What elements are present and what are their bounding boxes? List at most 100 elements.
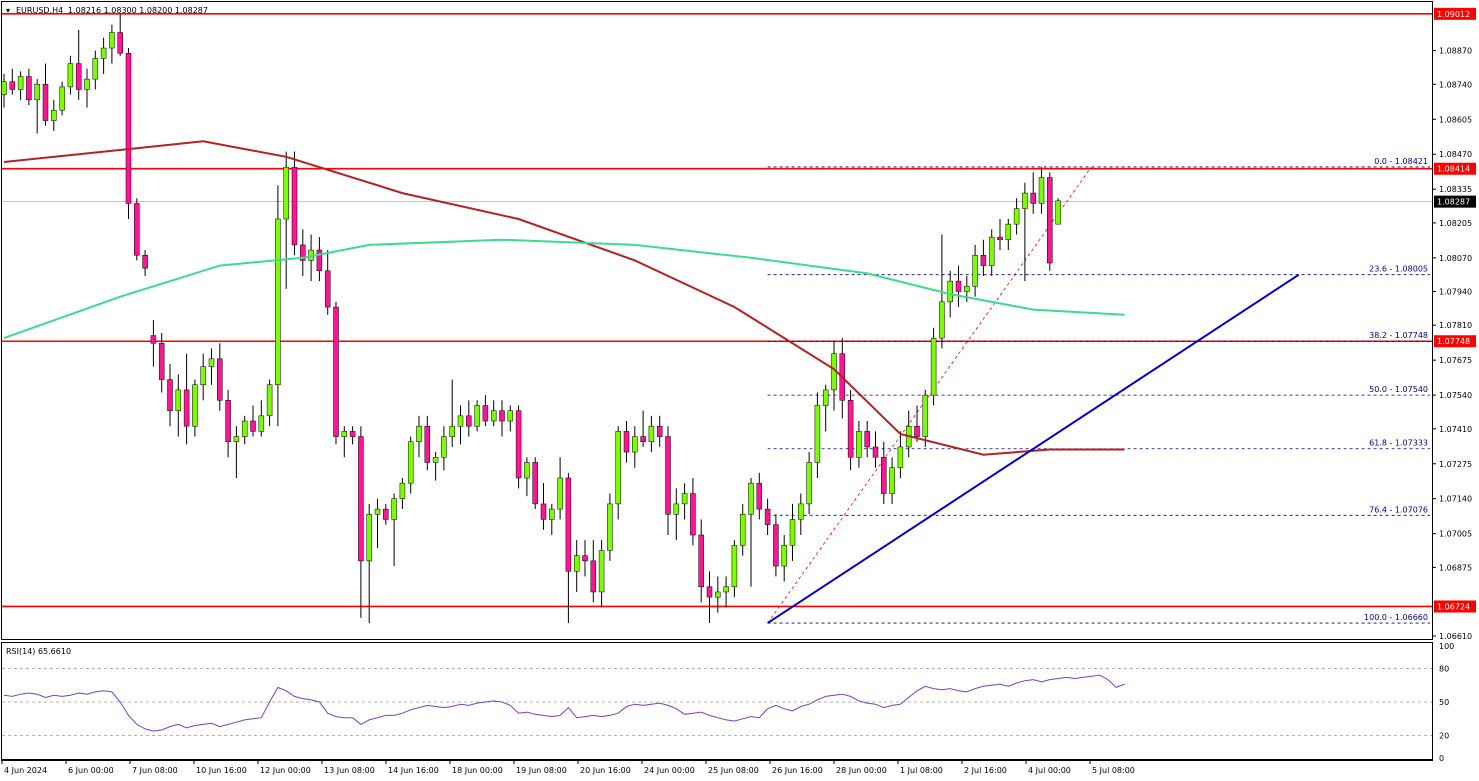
candle-body[interactable]: [349, 431, 356, 437]
candle-body[interactable]: [51, 109, 57, 121]
candle-body[interactable]: [1013, 208, 1020, 225]
candle-body[interactable]: [441, 436, 447, 458]
candle-body[interactable]: [723, 586, 729, 593]
candle-body[interactable]: [300, 244, 306, 261]
candle-body[interactable]: [117, 32, 123, 54]
candle-body[interactable]: [798, 503, 804, 520]
candle-body[interactable]: [175, 389, 182, 411]
candle-body[interactable]: [374, 508, 381, 515]
candle-body[interactable]: [466, 415, 472, 427]
candle-body[interactable]: [515, 410, 522, 479]
candle-body[interactable]: [1, 81, 7, 95]
candle-body[interactable]: [266, 384, 273, 417]
candle-body[interactable]: [939, 301, 945, 339]
candle-body[interactable]: [557, 477, 563, 510]
candle-body[interactable]: [814, 405, 821, 463]
candle-body[interactable]: [715, 591, 721, 598]
candle-body[interactable]: [341, 431, 348, 437]
candle-body[interactable]: [582, 555, 588, 562]
slow-ma-line[interactable]: [3, 140, 1125, 456]
candle-body[interactable]: [665, 436, 671, 515]
candle-body[interactable]: [1055, 200, 1061, 225]
candle-body[interactable]: [889, 467, 895, 494]
candle-body[interactable]: [565, 477, 572, 572]
candle-body[interactable]: [756, 482, 763, 510]
candle-body[interactable]: [731, 545, 738, 588]
rsi-line[interactable]: [3, 674, 1125, 732]
candle-body[interactable]: [366, 514, 372, 562]
candle-body[interactable]: [947, 280, 953, 303]
candle-body[interactable]: [897, 446, 904, 468]
candle-body[interactable]: [217, 358, 223, 401]
candle-body[interactable]: [109, 32, 115, 49]
candle-body[interactable]: [208, 358, 215, 367]
candle-body[interactable]: [922, 394, 929, 437]
candle-body[interactable]: [681, 493, 688, 505]
candle-body[interactable]: [457, 415, 464, 427]
candle-body[interactable]: [26, 76, 32, 101]
candle-body[interactable]: [142, 254, 148, 269]
candle-body[interactable]: [748, 482, 754, 515]
candle-body[interactable]: [150, 335, 157, 344]
candle-body[interactable]: [358, 436, 364, 562]
candle-body[interactable]: [432, 457, 439, 463]
candle-body[interactable]: [590, 560, 597, 593]
candle-body[interactable]: [764, 508, 771, 525]
candle-body[interactable]: [1005, 223, 1012, 240]
candle-body[interactable]: [100, 47, 107, 59]
candle-body[interactable]: [399, 482, 406, 499]
candle-body[interactable]: [125, 52, 132, 204]
candle-body[interactable]: [632, 436, 638, 453]
candle-body[interactable]: [656, 425, 663, 437]
blue-trendline[interactable]: [767, 273, 1300, 624]
candle-body[interactable]: [1030, 192, 1036, 204]
candle-body[interactable]: [391, 498, 397, 520]
candle-body[interactable]: [275, 218, 281, 386]
candle-body[interactable]: [1022, 192, 1028, 209]
candle-body[interactable]: [864, 431, 870, 448]
candle-body[interactable]: [167, 379, 173, 411]
candle-body[interactable]: [988, 236, 995, 266]
candle-body[interactable]: [822, 389, 829, 406]
candle-body[interactable]: [474, 405, 480, 427]
candle-body[interactable]: [872, 446, 879, 458]
candle-body[interactable]: [241, 420, 248, 437]
candle-body[interactable]: [84, 78, 90, 90]
candle-body[interactable]: [59, 86, 65, 111]
candle-body[interactable]: [930, 337, 937, 396]
candle-body[interactable]: [383, 508, 389, 520]
candle-body[interactable]: [623, 431, 630, 453]
candle-body[interactable]: [200, 366, 206, 386]
candle-body[interactable]: [607, 503, 613, 551]
candle-body[interactable]: [324, 270, 331, 308]
candle-body[interactable]: [424, 425, 431, 463]
candle-body[interactable]: [549, 508, 555, 520]
candle-body[interactable]: [250, 420, 256, 432]
candle-body[interactable]: [75, 63, 82, 90]
candle-body[interactable]: [781, 545, 787, 567]
candle-body[interactable]: [914, 425, 920, 437]
candle-body[interactable]: [42, 84, 49, 121]
candle-body[interactable]: [881, 457, 887, 494]
candle-body[interactable]: [225, 400, 231, 442]
candle-body[interactable]: [980, 254, 987, 266]
candle-body[interactable]: [856, 431, 862, 458]
candle-body[interactable]: [17, 76, 24, 90]
candle-body[interactable]: [291, 166, 298, 246]
candle-body[interactable]: [407, 441, 414, 484]
candle-body[interactable]: [540, 503, 547, 520]
candle-body[interactable]: [847, 400, 854, 458]
candle-body[interactable]: [192, 384, 198, 427]
candle-body[interactable]: [964, 286, 970, 292]
candle-body[interactable]: [615, 431, 621, 505]
candle-body[interactable]: [773, 524, 779, 567]
candle-body[interactable]: [598, 550, 605, 593]
candle-body[interactable]: [972, 254, 978, 287]
candle-body[interactable]: [673, 503, 680, 515]
candle-body[interactable]: [806, 462, 812, 505]
candle-body[interactable]: [134, 203, 140, 256]
candle-body[interactable]: [789, 519, 796, 546]
candle-body[interactable]: [698, 534, 704, 588]
candle-body[interactable]: [92, 58, 99, 80]
